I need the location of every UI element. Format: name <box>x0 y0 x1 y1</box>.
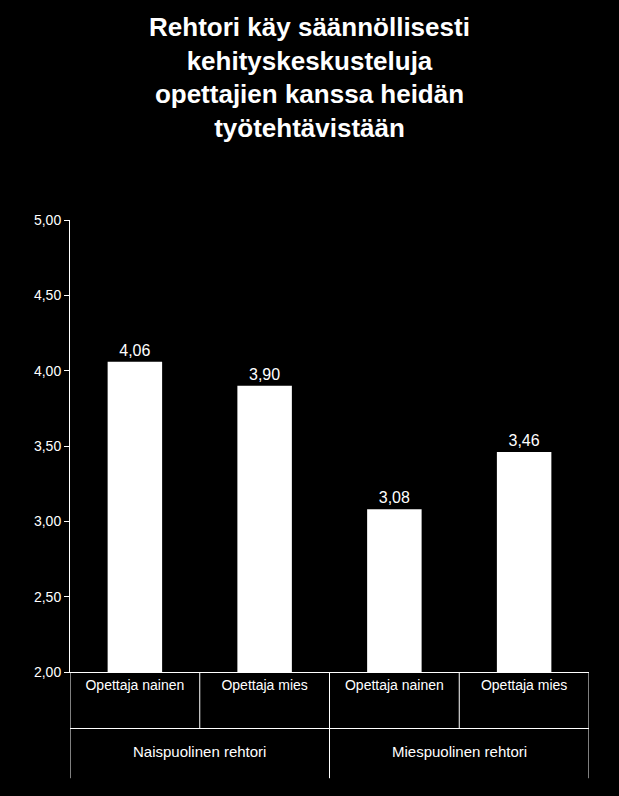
svg-text:4,50: 4,50 <box>34 287 61 303</box>
svg-text:3,08: 3,08 <box>379 489 410 506</box>
svg-text:Opettaja mies: Opettaja mies <box>481 677 567 693</box>
svg-text:Naispuolinen rehtori: Naispuolinen rehtori <box>133 743 266 760</box>
svg-text:Opettaja mies: Opettaja mies <box>221 677 307 693</box>
svg-text:4,00: 4,00 <box>34 363 61 379</box>
svg-text:4,06: 4,06 <box>119 342 150 359</box>
svg-text:3,90: 3,90 <box>249 366 280 383</box>
svg-text:5,00: 5,00 <box>34 212 61 228</box>
svg-text:Rehtori käy säännöllisestikehi: Rehtori käy säännöllisestikehityskeskust… <box>149 12 470 143</box>
svg-text:Opettaja nainen: Opettaja nainen <box>345 677 444 693</box>
svg-text:2,50: 2,50 <box>34 589 61 605</box>
svg-text:Opettaja nainen: Opettaja nainen <box>85 677 184 693</box>
svg-text:2,00: 2,00 <box>34 664 61 680</box>
svg-text:3,46: 3,46 <box>509 432 540 449</box>
svg-text:3,00: 3,00 <box>34 513 61 529</box>
svg-text:Miespuolinen rehtori: Miespuolinen rehtori <box>392 743 527 760</box>
svg-text:3,50: 3,50 <box>34 438 61 454</box>
